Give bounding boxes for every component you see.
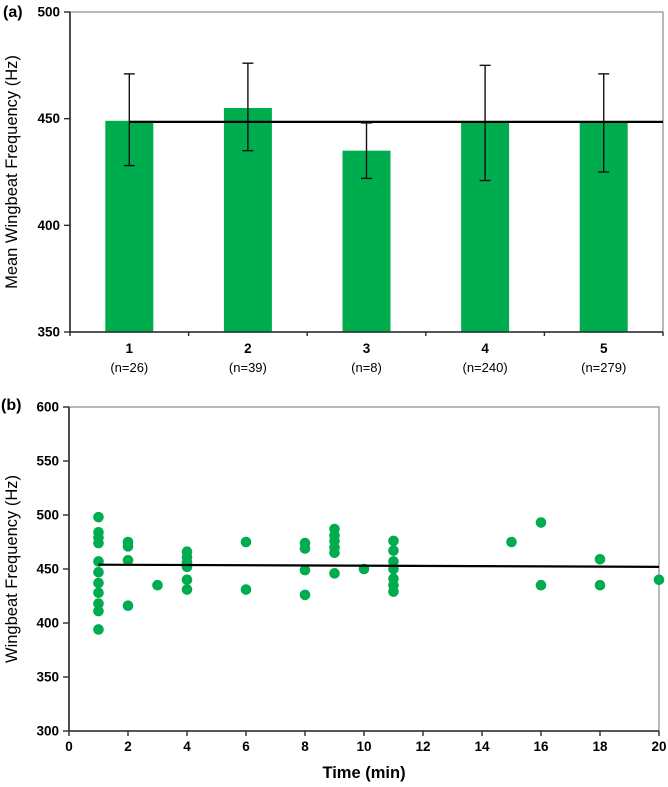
scatter-point bbox=[93, 566, 104, 578]
y-tick-label-b: 450 bbox=[36, 562, 59, 577]
panel-a-label: (a) bbox=[3, 4, 23, 21]
scatter-point bbox=[299, 589, 311, 601]
y-tick-label-a: 500 bbox=[37, 5, 60, 20]
x-tick-label-b: 6 bbox=[242, 739, 250, 754]
y-tick-label-b: 550 bbox=[36, 454, 59, 469]
scatter-point bbox=[594, 553, 606, 565]
scatter-point bbox=[93, 624, 104, 635]
y-tick-label-b: 500 bbox=[36, 508, 59, 523]
category-label: 5 bbox=[600, 341, 608, 356]
scatter-point bbox=[93, 577, 104, 589]
sample-size-label: (n=39) bbox=[229, 360, 267, 375]
scatter-point bbox=[594, 579, 606, 591]
y-tick-label-b: 600 bbox=[36, 400, 59, 415]
x-tick-label-b: 16 bbox=[533, 739, 549, 754]
y-tick-label-a: 450 bbox=[37, 111, 60, 126]
y-tick-label-b: 300 bbox=[36, 724, 59, 739]
y-tick-label-a: 350 bbox=[37, 325, 60, 340]
scatter-point bbox=[388, 535, 399, 547]
scatter-point bbox=[388, 586, 399, 597]
category-label: 3 bbox=[363, 341, 371, 356]
scatter-point bbox=[329, 568, 340, 579]
scatter-point bbox=[299, 543, 311, 554]
sample-size-label: (n=279) bbox=[581, 360, 626, 375]
sample-size-label: (n=8) bbox=[351, 360, 382, 375]
category-label: 4 bbox=[481, 341, 489, 356]
scatter-point bbox=[329, 547, 340, 559]
scatter-point bbox=[299, 564, 311, 576]
scatter-point bbox=[93, 605, 104, 617]
scatter-point bbox=[240, 536, 252, 548]
bar-category-3 bbox=[342, 150, 391, 332]
scatter-point bbox=[181, 584, 193, 595]
scatter-point bbox=[535, 579, 547, 591]
scatter-point bbox=[122, 555, 134, 566]
sample-size-label: (n=26) bbox=[110, 360, 148, 375]
scatter-point bbox=[388, 545, 399, 556]
y-tick-label-b: 400 bbox=[36, 616, 59, 631]
scatter-point bbox=[181, 574, 193, 586]
x-tick-label-b: 4 bbox=[183, 739, 191, 754]
category-label: 2 bbox=[244, 341, 252, 356]
trend-line bbox=[98, 563, 660, 568]
scatter-point bbox=[181, 561, 193, 573]
scatter-point bbox=[93, 598, 104, 609]
scatter-point bbox=[240, 584, 252, 595]
x-tick-label-b: 14 bbox=[474, 739, 490, 754]
error-bar-category-2 bbox=[242, 62, 254, 152]
y-axis-title-b: Wingbeat Frequency (Hz) bbox=[3, 475, 21, 663]
scatter-point bbox=[653, 574, 665, 586]
x-tick-label-b: 2 bbox=[124, 739, 132, 754]
scatter-chart-panel-b: 300 350 400 450 500 550 600 0 2 4 6 8 10 12 14 16 18 20 Ti… bbox=[3, 400, 667, 783]
scatter-point bbox=[122, 541, 134, 552]
y-axis-title-a: Mean Wingbeat Frequency (Hz) bbox=[3, 55, 21, 289]
panel-b-label: (b) bbox=[1, 397, 22, 414]
category-label: 1 bbox=[126, 341, 134, 356]
y-tick-label-b: 350 bbox=[36, 670, 59, 685]
error-bar-category-3 bbox=[361, 122, 372, 180]
scatter-point bbox=[122, 600, 134, 612]
scatter-point bbox=[506, 536, 517, 548]
scatter-point bbox=[535, 517, 547, 528]
bar-chart-panel-a: 350 400 450 500 1 (n=26) 2 (n=39) 3 (n=8) 4 (n=240)… bbox=[3, 5, 664, 375]
x-tick-label-b: 20 bbox=[651, 739, 666, 754]
y-tick-label-a: 400 bbox=[37, 218, 60, 233]
x-tick-label-b: 18 bbox=[592, 739, 608, 754]
scatter-point bbox=[93, 587, 104, 599]
error-bar-category-1 bbox=[123, 73, 135, 167]
x-axis-title-b: Time (min) bbox=[322, 764, 405, 782]
error-bar-category-4 bbox=[479, 64, 491, 182]
sample-size-label: (n=240) bbox=[463, 360, 508, 375]
scatter-point bbox=[93, 537, 104, 549]
scatter-point bbox=[388, 556, 399, 567]
x-tick-label-b: 12 bbox=[415, 739, 430, 754]
error-bar-category-5 bbox=[598, 73, 610, 173]
x-tick-label-b: 8 bbox=[301, 739, 309, 754]
scatter-point bbox=[93, 511, 104, 523]
x-tick-label-b: 10 bbox=[356, 739, 371, 754]
x-tick-label-b: 0 bbox=[65, 739, 73, 754]
scatter-point bbox=[152, 579, 163, 591]
